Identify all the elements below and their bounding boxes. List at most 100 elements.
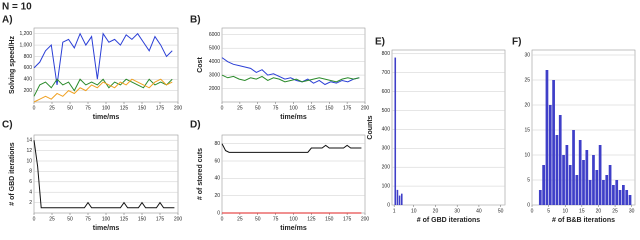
bar xyxy=(622,185,625,205)
y-tick-label: 12 xyxy=(26,148,32,154)
x-tick-label: 175 xyxy=(156,216,165,222)
plot-area xyxy=(33,27,179,103)
plot-area xyxy=(391,49,506,206)
x-tick-label: 75 xyxy=(273,105,279,111)
bar xyxy=(588,180,592,205)
y-tick-label: 800 xyxy=(24,54,33,60)
bar xyxy=(548,105,552,205)
x-tick-label: 175 xyxy=(343,105,352,111)
bar xyxy=(612,185,615,205)
x-axis-label: time/ms xyxy=(280,114,307,121)
y-axis-label: # of stored cuts xyxy=(197,148,204,200)
y-tick-label: 2 xyxy=(29,200,32,206)
x-tick-label: 0 xyxy=(221,216,224,222)
y-tick-label: 100 xyxy=(382,183,391,189)
y-tick-label: 30 xyxy=(524,52,530,58)
panel-label: D) xyxy=(190,120,201,131)
bar xyxy=(602,180,605,205)
bar xyxy=(572,130,575,205)
x-tick-label: 15 xyxy=(579,208,585,214)
panel-label: E) xyxy=(375,37,385,48)
bar xyxy=(575,175,579,205)
bar xyxy=(595,170,599,205)
bar xyxy=(615,180,619,205)
plot-area xyxy=(33,134,179,214)
y-tick-label: 700 xyxy=(382,70,391,76)
bar xyxy=(582,160,585,205)
x-axis-label: time/ms xyxy=(93,114,120,121)
panel-label: B) xyxy=(190,15,201,26)
x-tick-label: 50 xyxy=(67,105,73,111)
y-tick-label: 400 xyxy=(24,77,33,83)
x-tick-label: 150 xyxy=(325,216,334,222)
x-tick-label: 125 xyxy=(120,216,129,222)
bar xyxy=(605,175,609,205)
bar xyxy=(568,165,572,205)
x-tick-label: 25 xyxy=(237,216,243,222)
bar xyxy=(538,190,542,205)
panel-label: C) xyxy=(2,120,13,131)
x-tick-label: 125 xyxy=(307,105,316,111)
line-series xyxy=(33,78,173,97)
y-tick-label: 0 xyxy=(217,210,220,216)
x-tick-label: 5 xyxy=(547,208,550,214)
bar xyxy=(585,150,589,205)
x-tick-label: 200 xyxy=(361,105,370,111)
bar xyxy=(545,70,549,205)
y-tick-label: 6000 xyxy=(209,32,220,38)
x-tick-label: 100 xyxy=(289,216,298,222)
x-tick-label: 75 xyxy=(85,216,91,222)
plot-area xyxy=(221,134,366,214)
y-tick-label: 10 xyxy=(26,158,32,164)
y-tick-label: 0 xyxy=(387,202,390,208)
x-tick-label: 125 xyxy=(307,216,316,222)
line-series xyxy=(221,57,360,86)
x-tick-label: 150 xyxy=(138,216,147,222)
panel-label: A) xyxy=(2,15,13,26)
y-tick-label: 10 xyxy=(524,152,530,158)
bar xyxy=(552,80,555,205)
y-tick-label: 25 xyxy=(524,77,530,83)
x-tick-label: 1 xyxy=(393,208,396,214)
bar xyxy=(625,190,629,205)
x-tick-label: 20 xyxy=(433,208,439,214)
x-tick-label: 100 xyxy=(289,105,298,111)
y-tick-label: 5000 xyxy=(209,46,220,52)
x-tick-label: 50 xyxy=(67,216,73,222)
y-axis-label: # of GBD iterations xyxy=(9,142,16,206)
y-tick-label: 0 xyxy=(527,202,530,208)
x-tick-label: 125 xyxy=(120,105,129,111)
x-tick-label: 25 xyxy=(612,208,618,214)
y-axis-label: Cost xyxy=(197,57,204,73)
y-tick-label: 600 xyxy=(382,89,391,95)
y-tick-label: 600 xyxy=(24,65,33,71)
y-tick-label: 8 xyxy=(29,169,32,175)
y-tick-label: 4 xyxy=(29,190,32,196)
y-tick-label: 40 xyxy=(214,176,220,182)
y-tick-label: 300 xyxy=(382,146,391,152)
x-axis-label: time/ms xyxy=(280,225,307,232)
y-tick-label: 15 xyxy=(524,127,530,133)
bar xyxy=(558,115,562,205)
bar xyxy=(608,165,612,205)
x-tick-label: 50 xyxy=(255,216,261,222)
y-tick-label: 4000 xyxy=(209,59,220,65)
bar xyxy=(592,155,595,205)
x-tick-label: 100 xyxy=(102,216,111,222)
x-tick-label: 100 xyxy=(102,105,111,111)
y-tick-label: 1,200 xyxy=(19,31,32,37)
y-tick-label: 60 xyxy=(214,158,220,164)
y-tick-label: 200 xyxy=(382,165,391,171)
bar xyxy=(562,155,565,205)
line-series xyxy=(221,143,362,153)
line-series xyxy=(33,140,175,209)
bar xyxy=(598,145,602,205)
x-tick-label: 10 xyxy=(411,208,417,214)
x-tick-label: 0 xyxy=(33,216,36,222)
x-tick-label: 25 xyxy=(49,105,55,111)
y-tick-label: 20 xyxy=(214,193,220,199)
bar xyxy=(618,190,622,205)
y-tick-label: 2000 xyxy=(209,86,220,92)
bar xyxy=(400,193,403,205)
